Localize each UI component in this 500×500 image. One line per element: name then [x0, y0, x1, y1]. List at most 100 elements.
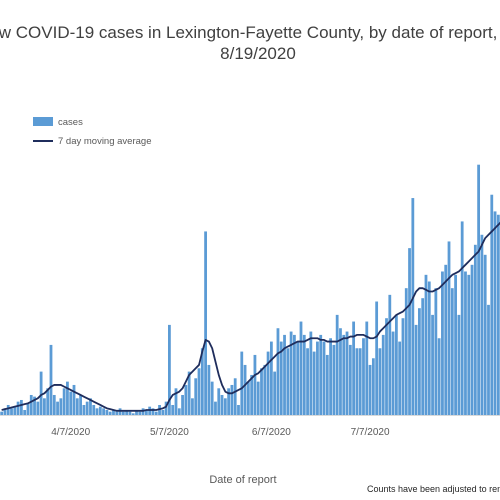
bar-cases — [13, 406, 17, 415]
bar-cases — [490, 194, 494, 415]
bar-cases — [200, 348, 204, 415]
bar-cases — [368, 364, 372, 415]
bar-cases — [378, 348, 382, 415]
bar-cases — [388, 294, 392, 415]
bar-cases — [36, 401, 40, 415]
bar-cases — [121, 411, 125, 415]
bar-cases — [184, 384, 188, 415]
bar-cases — [394, 314, 398, 416]
bar-cases — [191, 398, 194, 415]
bar-cases — [92, 404, 96, 415]
bar-cases — [26, 403, 30, 415]
bar-cases — [332, 344, 336, 415]
bar-cases — [348, 344, 352, 415]
bar-cases — [62, 388, 66, 415]
bar-cases — [177, 408, 181, 415]
bar-cases — [250, 374, 254, 415]
bar-cases — [460, 221, 464, 415]
legend-label-moving-average: 7 day moving average — [58, 136, 151, 147]
bar-cases — [108, 411, 112, 415]
bar-cases — [418, 308, 421, 415]
bar-cases — [283, 334, 286, 415]
x-axis-title: Date of report — [209, 474, 276, 486]
bar-cases — [75, 398, 79, 415]
bar-cases — [154, 411, 158, 415]
bar-cases — [223, 398, 227, 415]
bar-cases — [29, 394, 33, 415]
bar-cases — [362, 338, 365, 415]
bar-cases — [197, 368, 201, 415]
bar-cases — [66, 381, 69, 416]
bar-cases — [293, 334, 296, 415]
bar-cases — [454, 274, 457, 415]
bar-cases — [135, 409, 138, 415]
bar-cases — [322, 341, 326, 415]
bar-cases — [23, 409, 27, 415]
bar-cases — [398, 341, 402, 415]
bar-cases — [138, 411, 142, 415]
bar-cases — [444, 264, 448, 415]
bar-cases — [181, 394, 184, 415]
bar-cases — [246, 381, 250, 416]
legend: cases 7 day moving average — [33, 117, 151, 147]
bar-cases — [483, 254, 487, 415]
bar-cases — [233, 378, 237, 415]
bar-series-cases — [0, 164, 500, 416]
bar-cases — [296, 341, 300, 415]
bar-cases — [161, 409, 165, 415]
bar-cases — [69, 391, 73, 415]
bar-cases — [260, 368, 263, 415]
bar-cases — [243, 364, 247, 415]
x-tick-labels: 4/7/2020 5/7/2020 6/7/2020 7/7/2020 — [51, 427, 390, 438]
x-tick-label: 4/7/2020 — [51, 427, 90, 438]
bar-cases — [263, 364, 267, 415]
bar-cases — [187, 371, 191, 415]
bar-cases — [266, 351, 270, 415]
bar-cases — [19, 399, 23, 415]
bar-cases — [171, 404, 175, 415]
bar-cases — [98, 406, 102, 415]
bar-cases — [496, 214, 500, 415]
bar-cases — [144, 409, 148, 415]
bar-cases — [168, 324, 171, 415]
bar-cases — [125, 409, 129, 415]
bar-cases — [427, 281, 431, 415]
bar-cases — [0, 411, 4, 415]
bar-cases — [102, 408, 106, 415]
bar-cases — [358, 348, 362, 415]
bar-cases — [447, 241, 451, 415]
bar-cases — [72, 384, 76, 415]
chart-title-line2: 8/19/2020 — [220, 44, 296, 63]
bar-cases — [312, 351, 316, 415]
bar-cases — [46, 388, 50, 415]
bar-cases — [345, 331, 349, 415]
bar-cases — [276, 328, 280, 415]
legend-swatch-cases — [33, 117, 53, 126]
bar-cases — [487, 304, 490, 415]
bar-cases — [467, 274, 471, 415]
bar-cases — [253, 354, 257, 415]
bar-cases — [151, 408, 155, 415]
bar-cases — [477, 164, 481, 415]
bar-cases — [112, 409, 115, 415]
bar-cases — [210, 381, 214, 416]
x-tick-label: 5/7/2020 — [150, 427, 189, 438]
bar-cases — [3, 408, 7, 415]
bar-cases — [302, 334, 306, 415]
bar-cases — [95, 408, 99, 415]
bar-cases — [401, 318, 405, 415]
bar-cases — [164, 401, 168, 415]
moving-average-line — [1, 221, 500, 412]
bar-cases — [52, 394, 56, 415]
bar-cases — [33, 396, 36, 415]
bar-cases — [355, 348, 359, 415]
bar-cases — [194, 378, 198, 415]
bar-cases — [306, 348, 309, 415]
bar-cases — [411, 198, 415, 415]
bar-cases — [391, 331, 395, 415]
bar-cases — [174, 388, 178, 415]
bar-cases — [49, 344, 53, 415]
bar-cases — [214, 401, 217, 415]
bar-cases — [480, 234, 484, 415]
